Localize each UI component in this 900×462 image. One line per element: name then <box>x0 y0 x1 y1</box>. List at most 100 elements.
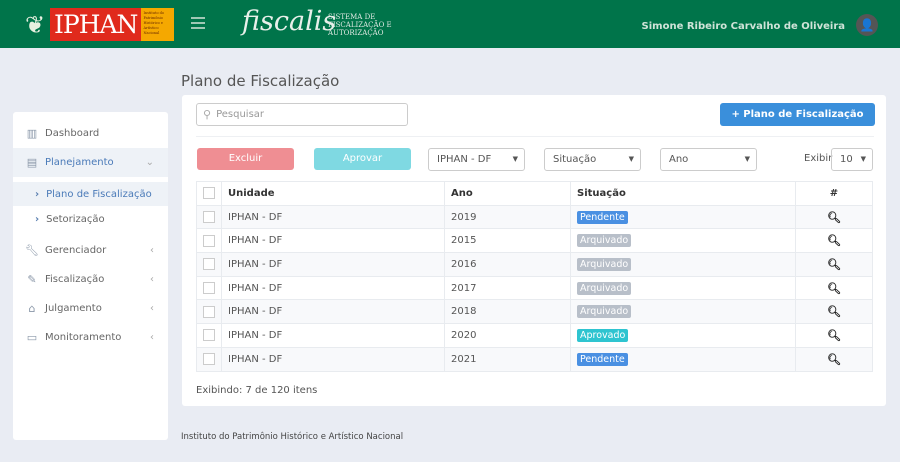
bar-chart-icon: ▥ <box>26 127 38 140</box>
delete-button[interactable]: Excluir <box>197 148 294 170</box>
cell-actions: 🔍︎ <box>795 204 873 230</box>
row-select-cell <box>196 228 222 254</box>
top-header: ❦ IPHAN Instituto do Patrimônio Históric… <box>0 0 900 48</box>
book-icon: ▤ <box>26 156 38 169</box>
cell-unidade: IPHAN - DF <box>221 323 445 348</box>
sidebar-item-gerenciador[interactable]: 🔧︎ Gerenciador ‹ <box>13 236 168 265</box>
table-row[interactable]: IPHAN - DF 2015 Arquivado 🔍︎ <box>196 228 873 254</box>
cell-unidade: IPHAN - DF <box>221 346 445 372</box>
cell-actions: 🔍︎ <box>795 275 873 301</box>
view-search-icon[interactable]: 🔍︎ <box>827 352 841 366</box>
view-search-icon[interactable]: 🔍︎ <box>827 281 841 295</box>
table-row[interactable]: IPHAN - DF 2019 Pendente 🔍︎ <box>196 204 873 230</box>
row-checkbox[interactable] <box>203 258 215 271</box>
caret-down-icon: ▼ <box>744 155 750 163</box>
cell-situacao: Pendente <box>570 346 796 372</box>
view-search-icon[interactable]: 🔍︎ <box>827 210 841 224</box>
cell-situacao: Arquivado <box>570 299 796 325</box>
cell-unidade: IPHAN - DF <box>221 275 445 301</box>
cell-situacao: Arquivado <box>570 228 796 254</box>
status-filter-select[interactable]: Situação ▼ <box>544 148 641 171</box>
status-badge: Arquivado <box>577 281 632 295</box>
table-row[interactable]: IPHAN - DF 2018 Arquivado 🔍︎ <box>196 299 873 325</box>
sidebar-item-label: Monitoramento <box>45 332 122 343</box>
column-header-unidade[interactable]: Unidade <box>221 181 445 206</box>
select-all-cell <box>196 181 222 206</box>
row-checkbox[interactable] <box>203 305 215 318</box>
cell-ano: 2021 <box>444 346 571 372</box>
iphan-logo[interactable]: ❦ IPHAN Instituto do Patrimônio Históric… <box>20 8 175 41</box>
search-input[interactable]: ⚲ Pesquisar <box>196 103 408 126</box>
cell-unidade: IPHAN - DF <box>221 252 445 277</box>
graduation-cap-icon: ⌂ <box>28 302 36 315</box>
chevron-left-icon: ‹ <box>150 332 154 343</box>
row-checkbox[interactable] <box>203 211 215 224</box>
cell-ano: 2020 <box>444 323 571 348</box>
sidebar-item-planejamento[interactable]: ▤ Planejamento ⌄ <box>13 148 168 177</box>
unit-filter-select[interactable]: IPHAN - DF ▼ <box>428 148 525 171</box>
chevron-right-icon: › <box>35 213 40 225</box>
view-search-icon[interactable]: 🔍︎ <box>827 328 841 342</box>
footer-text: Instituto do Patrimônio Histórico e Artí… <box>181 432 404 442</box>
cell-actions: 🔍︎ <box>795 252 873 277</box>
table-row[interactable]: IPHAN - DF 2020 Aprovado 🔍︎ <box>196 323 873 348</box>
main-card: ⚲ Pesquisar + Plano de Fiscalização Exclu… <box>182 95 886 406</box>
user-avatar-icon[interactable]: 👤 <box>856 14 878 36</box>
table-row[interactable]: IPHAN - DF 2016 Arquivado 🔍︎ <box>196 252 873 277</box>
cell-actions: 🔍︎ <box>795 228 873 254</box>
view-search-icon[interactable]: 🔍︎ <box>827 257 841 271</box>
sidebar-item-julgamento[interactable]: ⌂ Julgamento ‹ <box>13 294 168 323</box>
cell-situacao: Arquivado <box>570 252 796 277</box>
caret-down-icon: ▼ <box>628 155 634 163</box>
page-size-value: 10 <box>840 154 853 165</box>
status-badge: Pendente <box>577 210 628 224</box>
sidebar-item-dashboard[interactable]: ▥ Dashboard <box>13 119 168 148</box>
view-search-icon[interactable]: 🔍︎ <box>827 234 841 248</box>
column-header-situacao[interactable]: Situação <box>570 181 796 206</box>
sidebar-subitem-label: Plano de Fiscalização <box>46 188 152 200</box>
column-header-ano[interactable]: Ano <box>444 181 571 206</box>
row-checkbox[interactable] <box>203 353 215 366</box>
brand-name: fiscalis <box>242 6 337 37</box>
leaf-emblem-icon: ❦ <box>24 10 46 39</box>
sidebar-item-monitoramento[interactable]: ▭ Monitoramento ‹ <box>13 323 168 352</box>
row-select-cell <box>196 252 222 277</box>
cell-situacao: Aprovado <box>570 323 796 348</box>
view-search-icon[interactable]: 🔍︎ <box>827 305 841 319</box>
table-header-row: Unidade Ano Situação # <box>196 181 873 206</box>
sidebar: ▥ Dashboard ▤ Planejamento ⌄ › Plano de Fisc… <box>13 112 168 440</box>
user-name[interactable]: Simone Ribeiro Carvalho de Oliveira <box>641 21 845 32</box>
table-row[interactable]: IPHAN - DF 2021 Pendente 🔍︎ <box>196 346 873 372</box>
items-count: Exibindo: 7 de 120 itens <box>196 385 318 396</box>
status-badge: Aprovado <box>577 328 629 342</box>
cell-unidade: IPHAN - DF <box>221 204 445 230</box>
row-checkbox[interactable] <box>203 234 215 247</box>
wrench-icon: 🔧︎ <box>25 244 39 257</box>
logo-text: IPHAN <box>50 8 142 41</box>
select-all-checkbox[interactable] <box>203 187 215 200</box>
sidebar-subitem-setorizacao[interactable]: › Setorização <box>13 207 168 231</box>
chevron-left-icon: ‹ <box>150 303 154 314</box>
page-size-select[interactable]: 10 ▼ <box>831 148 873 171</box>
approve-button[interactable]: Aprovar <box>314 148 411 170</box>
cell-actions: 🔍︎ <box>795 323 873 348</box>
sidebar-subitem-plano[interactable]: › Plano de Fiscalização <box>13 182 168 206</box>
year-filter-select[interactable]: Ano ▼ <box>660 148 757 171</box>
cell-ano: 2016 <box>444 252 571 277</box>
table-row[interactable]: IPHAN - DF 2017 Arquivado 🔍︎ <box>196 275 873 301</box>
cell-unidade: IPHAN - DF <box>221 228 445 254</box>
status-badge: Pendente <box>577 352 628 366</box>
sidebar-item-fiscalizacao[interactable]: ✎ Fiscalização ‹ <box>13 265 168 294</box>
row-checkbox[interactable] <box>203 329 215 342</box>
sidebar-subitem-label: Setorização <box>46 213 105 225</box>
status-badge: Arquivado <box>577 305 632 319</box>
year-filter-value: Ano <box>669 154 689 165</box>
divider <box>196 136 874 137</box>
add-plan-button[interactable]: + Plano de Fiscalização <box>720 103 875 126</box>
sidebar-item-label: Julgamento <box>45 303 102 314</box>
cell-actions: 🔍︎ <box>795 299 873 325</box>
chevron-left-icon: ‹ <box>150 245 154 256</box>
menu-toggle-icon[interactable] <box>191 17 205 29</box>
plans-table: Unidade Ano Situação # IPHAN - DF 2019 P… <box>196 181 873 372</box>
row-checkbox[interactable] <box>203 282 215 295</box>
